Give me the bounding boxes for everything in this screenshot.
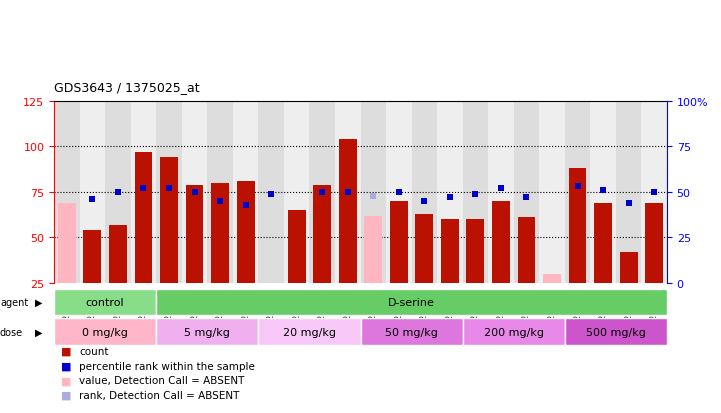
Bar bbox=[284, 102, 309, 283]
Bar bbox=[54, 319, 156, 345]
Text: ■: ■ bbox=[61, 346, 72, 356]
Text: rank, Detection Call = ABSENT: rank, Detection Call = ABSENT bbox=[79, 390, 239, 400]
Bar bbox=[364, 216, 382, 283]
Bar bbox=[360, 319, 463, 345]
Text: 0 mg/kg: 0 mg/kg bbox=[82, 327, 128, 337]
Bar bbox=[54, 102, 79, 283]
Text: ■: ■ bbox=[61, 375, 72, 385]
Bar bbox=[156, 319, 258, 345]
Bar bbox=[492, 202, 510, 283]
Bar bbox=[590, 102, 616, 283]
Bar bbox=[390, 202, 408, 283]
Bar bbox=[594, 203, 612, 283]
Text: value, Detection Call = ABSENT: value, Detection Call = ABSENT bbox=[79, 375, 244, 385]
Text: 500 mg/kg: 500 mg/kg bbox=[586, 327, 646, 337]
Bar bbox=[466, 220, 485, 283]
Text: 5 mg/kg: 5 mg/kg bbox=[185, 327, 230, 337]
Bar bbox=[543, 274, 561, 283]
Bar bbox=[54, 289, 156, 316]
Bar bbox=[156, 289, 667, 316]
Text: 200 mg/kg: 200 mg/kg bbox=[484, 327, 544, 337]
Text: D-serine: D-serine bbox=[388, 297, 435, 307]
Bar bbox=[569, 169, 586, 283]
Bar bbox=[565, 319, 667, 345]
Bar bbox=[236, 182, 255, 283]
Text: dose: dose bbox=[0, 327, 23, 337]
Text: 50 mg/kg: 50 mg/kg bbox=[385, 327, 438, 337]
Bar bbox=[182, 102, 208, 283]
Text: count: count bbox=[79, 346, 109, 356]
Bar bbox=[437, 102, 463, 283]
Bar bbox=[58, 203, 76, 283]
Bar bbox=[233, 102, 258, 283]
Bar bbox=[539, 102, 565, 283]
Bar bbox=[135, 152, 152, 283]
Bar bbox=[412, 102, 437, 283]
Text: ■: ■ bbox=[61, 361, 72, 371]
Bar bbox=[211, 183, 229, 283]
Bar bbox=[309, 102, 335, 283]
Text: 20 mg/kg: 20 mg/kg bbox=[283, 327, 336, 337]
Bar bbox=[619, 252, 637, 283]
Bar bbox=[208, 102, 233, 283]
Bar bbox=[415, 214, 433, 283]
Bar bbox=[463, 319, 565, 345]
Bar bbox=[360, 102, 386, 283]
Bar bbox=[258, 319, 360, 345]
Bar bbox=[441, 220, 459, 283]
Bar bbox=[160, 158, 178, 283]
Text: ▶: ▶ bbox=[35, 327, 42, 337]
Bar bbox=[79, 102, 105, 283]
Bar bbox=[518, 218, 536, 283]
Bar bbox=[105, 102, 131, 283]
Bar bbox=[565, 102, 590, 283]
Bar bbox=[488, 102, 514, 283]
Text: control: control bbox=[86, 297, 125, 307]
Bar bbox=[513, 102, 539, 283]
Bar bbox=[313, 185, 331, 283]
Bar bbox=[386, 102, 412, 283]
Bar bbox=[185, 185, 203, 283]
Bar bbox=[339, 140, 357, 283]
Bar bbox=[258, 102, 284, 283]
Text: GDS3643 / 1375025_at: GDS3643 / 1375025_at bbox=[54, 81, 200, 93]
Bar bbox=[156, 102, 182, 283]
Bar bbox=[84, 230, 102, 283]
Text: ■: ■ bbox=[61, 390, 72, 400]
Bar bbox=[645, 203, 663, 283]
Bar bbox=[109, 225, 127, 283]
Bar bbox=[288, 211, 306, 283]
Text: agent: agent bbox=[0, 297, 28, 307]
Bar bbox=[642, 102, 667, 283]
Bar bbox=[463, 102, 488, 283]
Bar bbox=[335, 102, 360, 283]
Text: percentile rank within the sample: percentile rank within the sample bbox=[79, 361, 255, 371]
Bar bbox=[131, 102, 156, 283]
Text: ▶: ▶ bbox=[35, 297, 42, 307]
Bar bbox=[616, 102, 642, 283]
